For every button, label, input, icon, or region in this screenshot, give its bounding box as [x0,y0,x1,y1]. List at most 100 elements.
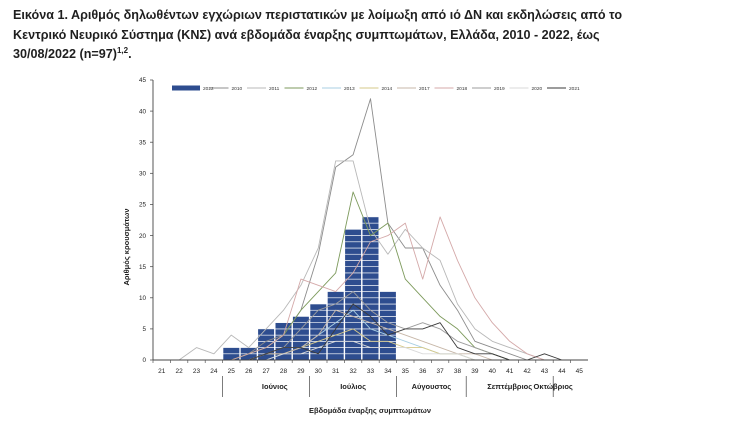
title-line-3: 30/08/2022 (n=97)1,2. [13,45,713,65]
bar-cell [379,347,397,355]
legend-item-2013: 2013 [322,86,355,92]
bar-cell [344,303,362,311]
bar [327,291,345,361]
x-tick-label: 21 [158,368,166,375]
legend-item-2018: 2018 [434,86,468,92]
legend-item-2012: 2012 [284,86,318,92]
x-tick-label: 41 [506,368,514,375]
bar-cell [344,309,362,317]
title-line-2: Κεντρικό Νευρικό Σύστημα (ΚΝΣ) ανά εβδομ… [13,27,600,42]
bar-cell [344,235,362,243]
bar-cell [361,316,380,323]
x-tick-label: 43 [541,368,549,375]
x-tick-label: 28 [280,368,288,375]
bar-cell [361,322,380,330]
x-tick-label: 35 [402,368,410,375]
bar-cell [361,309,380,317]
bar-cell [344,316,362,323]
series-line-2011 [178,160,580,361]
x-tick-label: 34 [384,368,392,375]
bar-cell [344,353,362,361]
bar-cell [361,297,380,305]
bar-cell [361,334,380,342]
bar-cell [344,347,362,355]
title-line-1: Εικόνα 1. Αριθμός δηλωθέντων εγχώριων πε… [13,8,623,22]
bar-cell [361,278,380,286]
bar-cell [361,341,380,348]
bar-cell [292,328,310,336]
bar-cell [222,347,240,355]
x-tick-label: 22 [175,368,183,375]
bar [344,229,362,361]
bar-cell [309,303,327,311]
bar-cell [361,235,380,243]
y-axis-title-group: Αριθμός κρουσμάτων [122,208,131,285]
bar-cell [240,353,258,361]
bar-cell [379,341,397,348]
bar-cell [292,322,310,330]
bar-cell [292,341,310,348]
bar-cell [361,253,380,261]
y-tick-label: 25 [139,202,147,209]
bar-cell [309,334,327,342]
bar-cell [327,334,345,342]
x-tick-label: 39 [471,368,479,375]
bar-cell [292,353,310,361]
bar-cell [344,341,362,348]
x-tick-label: 36 [419,368,427,375]
bar-cell [344,229,362,236]
legend-label: 2013 [344,86,355,92]
x-tick-label: 44 [558,368,566,375]
bar-cell [361,328,380,336]
month-label: Οκτώβριος [534,382,573,391]
title-line-3-text: 30/08/2022 (n=97) [13,47,117,61]
bar-cell [379,328,397,336]
bar-cell [274,353,293,361]
title-footnote-marker: 1,2 [116,45,129,55]
x-tick-label: 24 [210,368,218,375]
bar-cell [361,266,380,274]
line-series-group [178,98,580,361]
legend-label: 2021 [569,86,580,92]
y-tick-label: 40 [139,108,147,115]
bar-cell [309,353,327,361]
legend-item-2021: 2021 [547,86,580,92]
bar-cell [344,247,362,255]
bar-cell [257,328,275,336]
x-tick-label: 23 [193,368,201,375]
x-axis-title: Εβδομάδα έναρξης συμπτωμάτων [309,406,431,415]
bar-cell [274,322,293,330]
bar-cell [361,353,380,361]
bar-cell [327,309,345,317]
bar-cell [257,334,275,342]
month-label: Αύγουστος [412,382,452,391]
bar-cell [344,266,362,274]
bar-cell [379,322,397,330]
bar-cell [344,328,362,336]
bar-cell [327,297,345,305]
y-tick-label: 30 [139,171,147,178]
bar-cell [361,285,380,292]
y-tick-label: 10 [139,295,147,302]
x-tick-label: 30 [315,368,323,375]
legend: 2022 2010 2011 2012 2013 2014 2017 2018 2019 2020… [172,85,580,92]
legend-item-2011: 2011 [247,86,280,92]
bar-cell [379,297,397,305]
bar-cell [309,347,327,355]
month-label: Ιούλιος [340,382,366,391]
bar-cell [327,347,345,355]
bar-cell [344,334,362,342]
month-labels: Ιούνιος Ιούλιος Αύγουστος Σεπτέμβριος Οκτώβρ… [222,376,573,397]
bar-cell [309,328,327,336]
bar-series-2022 [222,216,397,361]
bar-cell [222,353,240,361]
series-line-2020 [248,340,510,361]
x-tick-label: 37 [436,368,444,375]
bar-cell [274,347,293,355]
bar-cell [240,347,258,355]
series-line-2021 [231,303,563,361]
legend-label: 2022 [203,86,214,92]
legend-label: 2018 [457,86,468,92]
bar-cell [257,347,275,355]
